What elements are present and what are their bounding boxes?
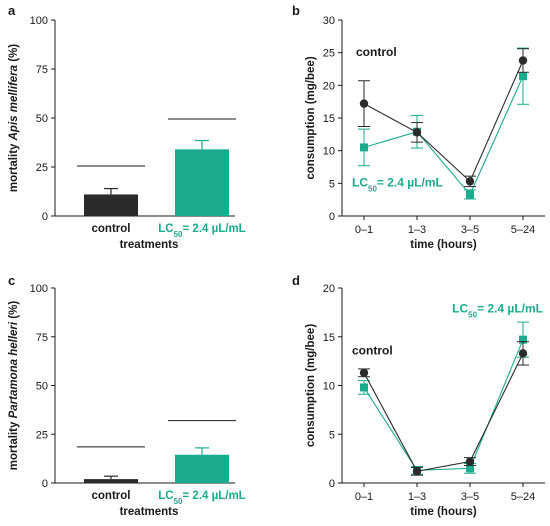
y-axis-label: mortality Apis mellifera (%) [8, 44, 20, 192]
point-treatment [466, 190, 474, 199]
y-tick-label: 50 [36, 113, 48, 125]
point-control [359, 99, 369, 108]
y-tick-label: 5 [329, 429, 335, 441]
y-tick-label: 0 [42, 211, 48, 223]
panel-letter: b [292, 3, 300, 18]
x-tick-label: 0–1 [355, 224, 373, 236]
y-tick-label: 10 [323, 146, 335, 158]
point-control [412, 128, 422, 137]
y-tick-label: 15 [323, 113, 335, 125]
panel-letter: a [8, 3, 16, 18]
y-tick-label: 20 [323, 283, 335, 295]
category-label-treatment: LC50= 2.4 µL/mL [158, 490, 245, 506]
panel-letter: d [292, 273, 300, 288]
category-label-control: control [92, 223, 131, 235]
point-treatment [519, 335, 527, 344]
series-line-treatment [363, 75, 524, 196]
x-axis-label: time (hours) [410, 239, 477, 251]
panel-c-mortality-partamona: c 0 25 50 75 100 control LC50= 2.4 µL/mLtreatme… [8, 273, 246, 518]
point-treatment [360, 383, 368, 392]
x-tick-label: 3–5 [461, 491, 479, 503]
panel-a-mortality-apis: a 0 25 50 75 100 control LC50= 2.4 µL/mLtreatme… [8, 3, 246, 251]
point-control [518, 349, 528, 358]
y-tick-label: 0 [329, 478, 335, 490]
y-tick-label: 25 [36, 162, 48, 174]
y-tick-label: 25 [323, 48, 335, 60]
point-treatment [360, 143, 368, 152]
y-tick-label: 100 [30, 15, 48, 27]
y-tick-label: 75 [36, 64, 48, 76]
point-control [465, 457, 475, 466]
x-axis-label: treatments [120, 239, 179, 251]
annotation-treatment: LC50= 2.4 µL/mL [352, 176, 443, 194]
y-tick-label: 10 [323, 381, 335, 393]
annotation-control: control [356, 45, 397, 59]
x-axis-label: time (hours) [410, 506, 477, 518]
y-tick-label: 15 [323, 332, 335, 344]
x-tick-label: 1–3 [408, 491, 426, 503]
y-tick-label: 5 [329, 178, 335, 190]
panel-b-consumption-apis: b 0 5 10 15 20 25 30 0–1 1–3 3–5 5–24 time (hours) co… [292, 3, 545, 251]
point-control [518, 56, 528, 65]
x-tick-label: 5–24 [511, 491, 535, 503]
y-axis-label: consumption (mg/bee) [305, 56, 317, 179]
point-control [465, 177, 475, 186]
y-axis-label: consumption (mg/bee) [305, 324, 317, 447]
x-tick-label: 0–1 [355, 491, 373, 503]
x-tick-label: 1–3 [408, 224, 426, 236]
bar-treatment [175, 454, 229, 483]
series-control [358, 341, 529, 476]
bar-control [84, 194, 138, 216]
series-line-control [363, 353, 524, 472]
y-tick-label: 25 [36, 429, 48, 441]
y-tick-label: 20 [323, 80, 335, 92]
y-tick-label: 30 [323, 15, 335, 27]
point-treatment [519, 72, 527, 81]
x-axis-label: treatments [120, 506, 179, 518]
x-tick-label: 5–24 [511, 224, 535, 236]
y-tick-label: 0 [329, 211, 335, 223]
series-line-control [363, 60, 524, 183]
point-control [359, 368, 369, 378]
y-tick-label: 50 [36, 381, 48, 393]
annotation-treatment: LC50= 2.4 µL/mL [452, 301, 543, 319]
panel-letter: c [8, 273, 15, 288]
y-tick-label: 100 [30, 283, 48, 295]
bar-treatment [175, 149, 229, 216]
category-label-control: control [92, 490, 131, 502]
y-tick-label: 0 [42, 478, 48, 490]
point-control [412, 467, 422, 476]
y-tick-label: 75 [36, 332, 48, 344]
panel-d-consumption-partamona: d 0 5 10 15 20 0–1 1–3 3–5 5–24 time (hours) consum… [292, 273, 545, 518]
point-treatment [466, 464, 474, 473]
x-tick-label: 3–5 [461, 224, 479, 236]
series-control [358, 48, 529, 188]
bar-control [84, 479, 138, 483]
y-axis-label: mortality Partamona helleri (%) [8, 301, 20, 471]
series-line-treatment [363, 339, 524, 471]
annotation-control: control [352, 343, 393, 357]
category-label-treatment: LC50= 2.4 µL/mL [158, 223, 245, 239]
